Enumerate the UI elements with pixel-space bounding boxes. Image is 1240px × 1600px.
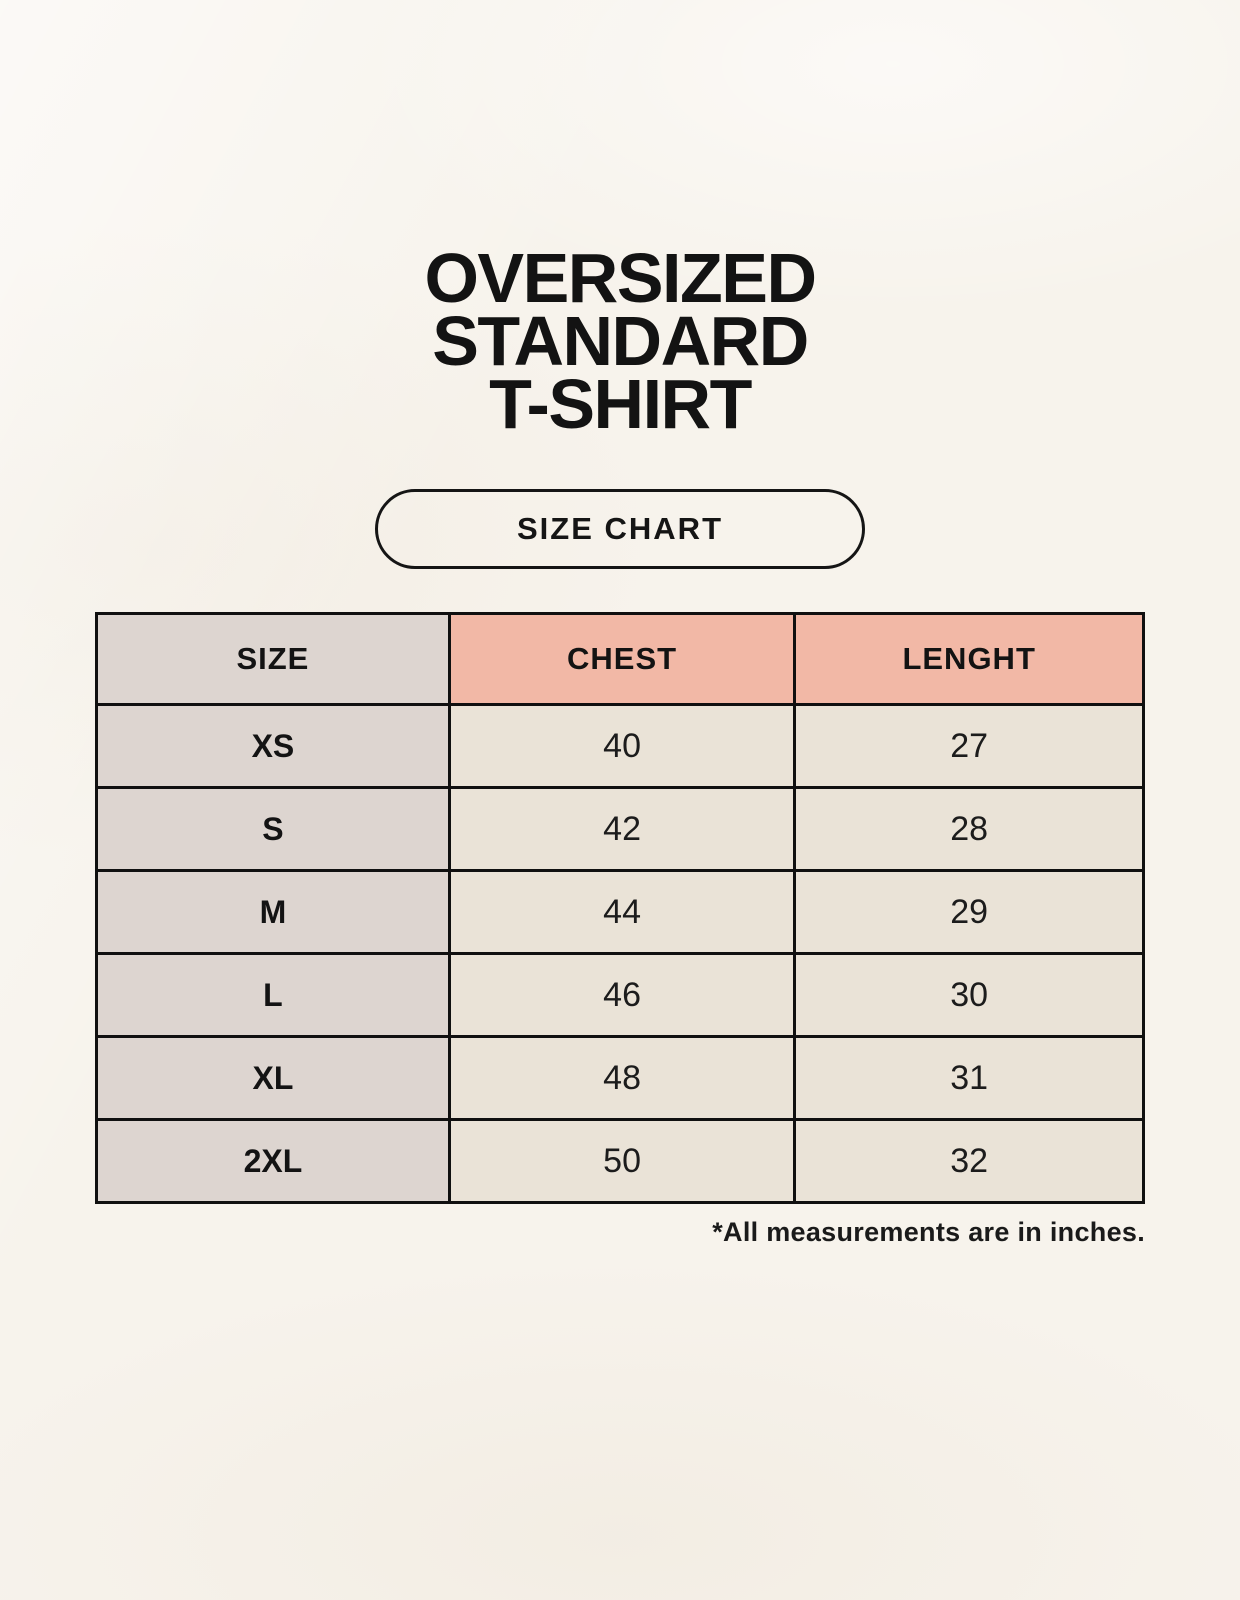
col-header-size: SIZE [95, 612, 451, 706]
size-cell: XS [95, 703, 451, 789]
size-cell: M [95, 869, 451, 955]
chest-cell: 46 [447, 952, 797, 1038]
length-cell: 31 [793, 1035, 1145, 1121]
size-table-container: SIZE CHEST LENGHT XS 40 27 S 42 28 M [95, 612, 1145, 1248]
table-row: 2XL 50 32 [95, 1118, 1145, 1204]
chest-cell: 42 [447, 786, 797, 872]
chest-cell: 40 [447, 703, 797, 789]
header-row: SIZE CHEST LENGHT [95, 612, 1145, 706]
chest-cell: 44 [447, 869, 797, 955]
measurements-footnote: *All measurements are in inches. [712, 1217, 1145, 1247]
page-title: OVERSIZED STANDARD T-SHIRT [0, 0, 1240, 439]
length-cell: 27 [793, 703, 1145, 789]
size-chart-badge-label: SIZE CHART [517, 511, 723, 546]
table-row: XL 48 31 [95, 1035, 1145, 1121]
table-row: L 46 30 [95, 952, 1145, 1038]
size-cell: S [95, 786, 451, 872]
size-cell: L [95, 952, 451, 1038]
chest-cell: 48 [447, 1035, 797, 1121]
size-table: SIZE CHEST LENGHT XS 40 27 S 42 28 M [95, 612, 1145, 1204]
col-header-chest: CHEST [447, 612, 797, 706]
title-line: OVERSIZED [424, 239, 817, 317]
table-row: S 42 28 [95, 786, 1145, 872]
title-line: STANDARD [432, 302, 809, 380]
col-header-length: LENGHT [793, 612, 1145, 706]
length-cell: 30 [793, 952, 1145, 1038]
chest-cell: 50 [447, 1118, 797, 1204]
table-row: XS 40 27 [95, 703, 1145, 789]
size-chart-badge[interactable]: SIZE CHART [375, 489, 865, 569]
length-cell: 29 [793, 869, 1145, 955]
length-cell: 32 [793, 1118, 1145, 1204]
size-cell: 2XL [95, 1118, 451, 1204]
size-cell: XL [95, 1035, 451, 1121]
table-row: M 44 29 [95, 869, 1145, 955]
title-line: T-SHIRT [489, 365, 752, 443]
length-cell: 28 [793, 786, 1145, 872]
